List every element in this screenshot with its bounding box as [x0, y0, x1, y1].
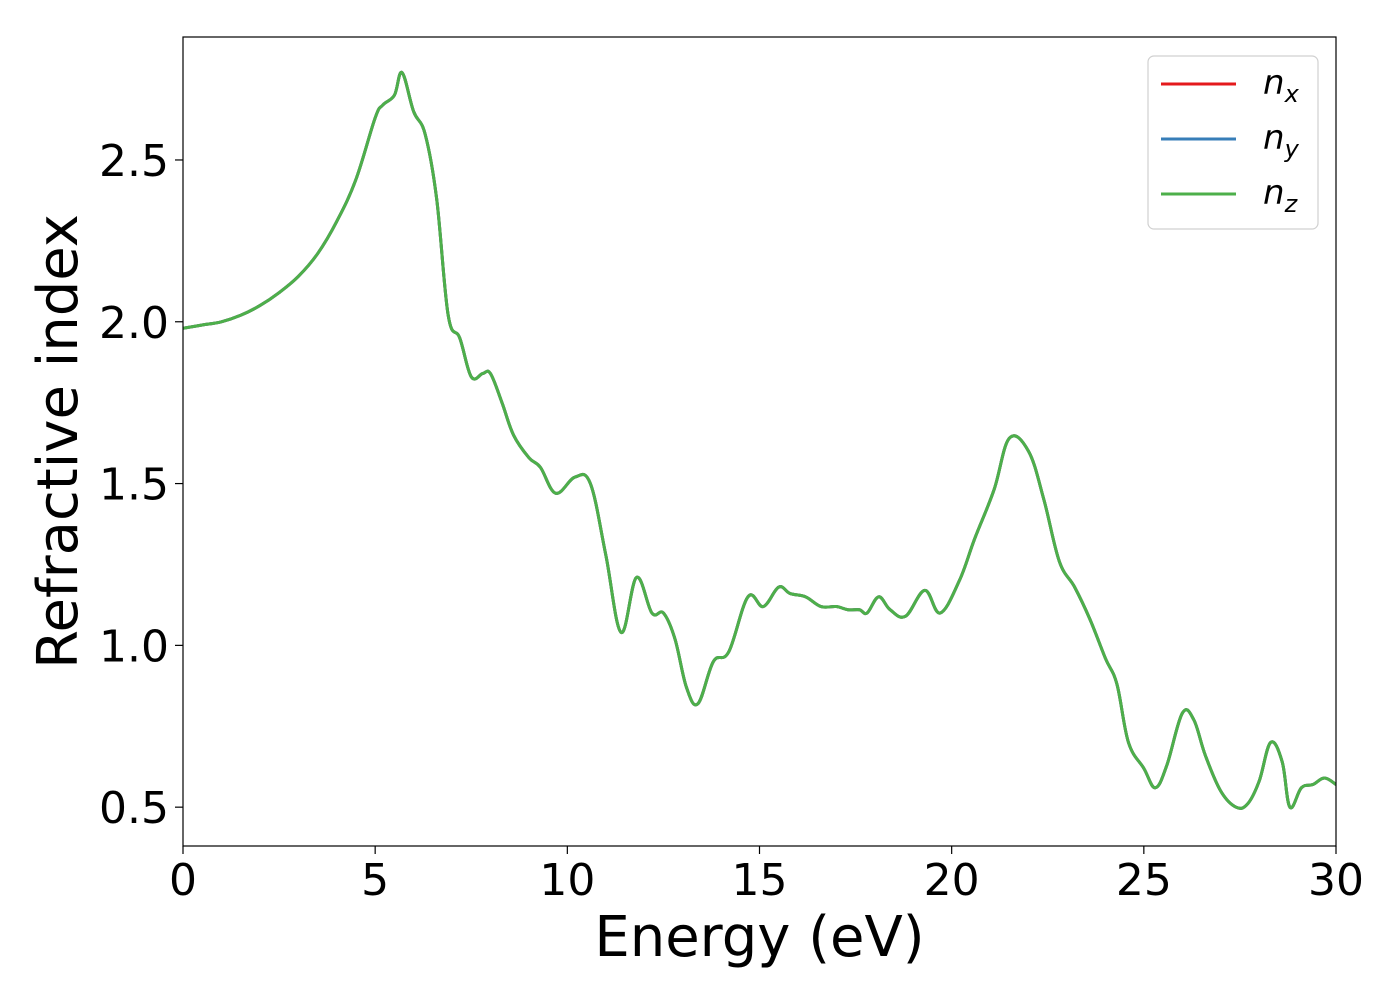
series-line-n-z: [183, 70, 1336, 810]
x-tick-label: 30: [1308, 855, 1364, 906]
x-tick-label: 15: [732, 855, 788, 906]
x-tick-label: 20: [924, 855, 980, 906]
legend-box: [1147, 55, 1319, 230]
y-tick-label: 2.0: [99, 298, 169, 349]
legend-label-main: n: [1263, 63, 1285, 103]
y-tick-label: 2.5: [99, 136, 169, 187]
y-tick-label: 0.5: [99, 783, 169, 834]
legend-label-subscript: y: [1284, 135, 1300, 163]
y-axis-ticks: 0.5 1.0 1.5 2.0 2.5: [99, 136, 183, 834]
legend-label-n-y: ny: [1263, 118, 1300, 163]
x-axis-label: Energy (eV): [594, 905, 924, 970]
y-tick-label: 1.5: [99, 460, 169, 511]
plot-lines: [183, 70, 1336, 810]
legend-label-main: n: [1263, 118, 1285, 158]
x-tick-label: 0: [169, 855, 197, 906]
y-tick-label: 1.0: [99, 621, 169, 672]
x-axis-ticks: 0 5 10 15 20 25 30: [169, 846, 1364, 906]
legend-label-n-x: nx: [1263, 63, 1300, 108]
legend-label-subscript: z: [1284, 190, 1299, 218]
legend-label-main: n: [1263, 173, 1285, 213]
x-tick-label: 25: [1116, 855, 1172, 906]
legend-label-n-z: nz: [1263, 173, 1299, 218]
y-axis-label: Refractive index: [26, 214, 91, 669]
legend-label-subscript: x: [1284, 80, 1300, 108]
x-tick-label: 5: [361, 855, 389, 906]
x-tick-label: 10: [539, 855, 595, 906]
